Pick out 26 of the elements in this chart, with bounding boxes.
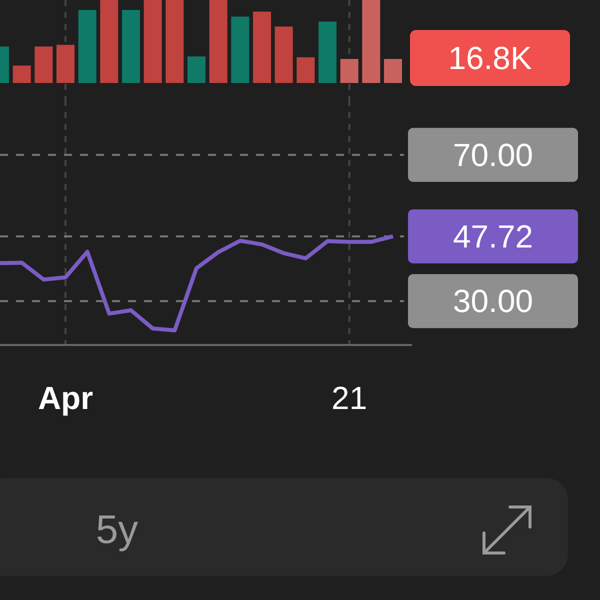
bar (188, 56, 206, 83)
x-tick-label: Apr (38, 380, 94, 416)
bar (34, 46, 53, 83)
x-tick-label: 21 (332, 380, 368, 416)
bar (253, 12, 271, 83)
bar (100, 0, 118, 83)
bar (166, 0, 184, 83)
bar (144, 0, 162, 83)
text: 5y (96, 508, 138, 552)
bar (78, 10, 96, 83)
bar (12, 66, 31, 83)
y-tick-label: 70.00 (452, 136, 534, 173)
bar (362, 0, 380, 83)
bar (296, 57, 315, 83)
y-tick-label: 30.00 (452, 283, 534, 320)
line-series (0, 234, 395, 332)
bar (384, 58, 402, 83)
bar (318, 22, 336, 83)
bar (231, 16, 250, 83)
bar (122, 10, 140, 83)
text: 16.8K (448, 40, 532, 76)
ref-line-label: 47.72 (452, 218, 534, 254)
bar (274, 26, 293, 83)
bar (56, 44, 74, 83)
bar (340, 58, 358, 83)
bar (209, 0, 228, 83)
